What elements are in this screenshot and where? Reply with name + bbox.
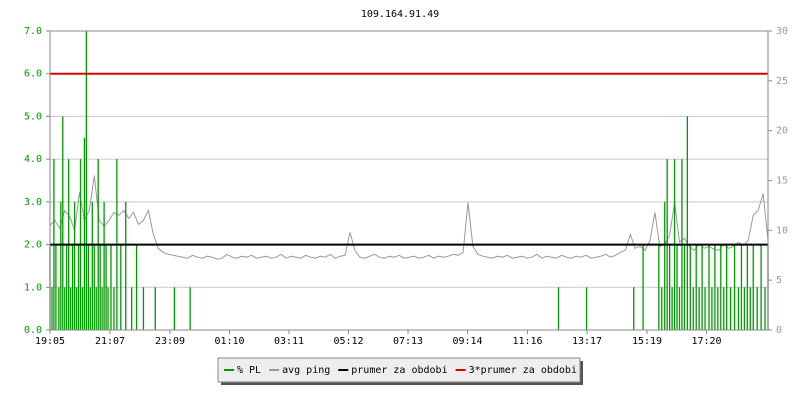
x-tick-label: 15:19 [632, 336, 662, 347]
x-tick-label: 09:14 [452, 336, 482, 347]
y-tick-label: 1.0 [24, 282, 42, 293]
y-tick-label: 2.0 [24, 240, 42, 251]
x-tick-label: 23:09 [155, 336, 185, 347]
x-tick-label: 19:05 [35, 336, 65, 347]
x-tick-label: 21:07 [95, 336, 125, 347]
plot-frame [49, 30, 769, 331]
x-tick-label: 17:20 [691, 336, 721, 347]
x-tick-label: 05:12 [333, 336, 363, 347]
y2-tick-label: 20 [776, 126, 788, 137]
y2-tick-label: 5 [776, 275, 782, 286]
y-tick-label: 6.0 [24, 69, 42, 80]
legend-label: prumer za obdobi [351, 365, 447, 376]
legend-label: % PL [237, 365, 261, 376]
x-tick-label: 11:16 [512, 336, 542, 347]
chart-title: 109.164.91.49 [361, 9, 439, 20]
y-tick-label: 3.0 [24, 197, 42, 208]
legend-label: 3*prumer za obdobi [469, 365, 577, 376]
x-tick-label: 03:11 [274, 336, 304, 347]
y2-tick-label: 10 [776, 225, 788, 236]
legend-label: avg ping [282, 365, 330, 376]
x-tick-label: 01:10 [214, 336, 244, 347]
x-tick-label: 07:13 [393, 336, 423, 347]
y2-tick-label: 15 [776, 176, 788, 187]
legend: % PL avg ping prumer za obdobi 3*prumer za … [217, 357, 583, 385]
y-tick-label: 7.0 [24, 26, 42, 37]
y2-tick-label: 25 [776, 76, 788, 87]
y2-tick-label: 0 [776, 325, 782, 336]
x-tick-label: 13:17 [572, 336, 602, 347]
y-tick-label: 5.0 [24, 111, 42, 122]
y2-tick-label: 30 [776, 26, 788, 37]
y-tick-label: 0.0 [24, 325, 42, 336]
y-tick-label: 4.0 [24, 154, 42, 165]
